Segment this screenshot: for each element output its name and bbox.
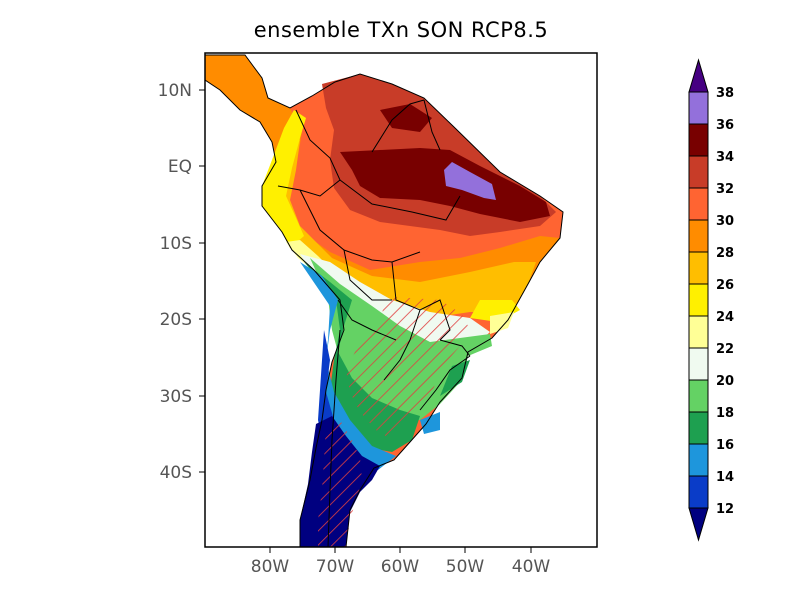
lon-label-80w: 80W [251,557,290,577]
colorbar-box [688,379,709,413]
map-field [205,54,564,547]
colorbar-label: 20 [716,374,734,389]
lat-label-20s: 20S [160,310,192,330]
colorbar-label: 34 [716,150,734,165]
zone-24-26 [262,110,520,322]
colorbar-label: 36 [716,118,734,133]
colorbar-label: 14 [716,470,734,485]
lon-label-50w: 50W [446,557,485,577]
zone-22-24 [286,240,514,334]
lon-label-40w: 40W [512,557,551,577]
lat-label-eq: EQ [168,157,192,177]
colorbar-box [688,283,709,317]
colorbar-box [688,251,709,285]
zone-36-38 [444,162,496,200]
zone-16-18 [304,262,470,452]
colorbar-box [688,187,709,221]
colorbar-box [688,411,709,445]
colorbar-label: 18 [716,406,734,421]
colorbar: 12 14 16 18 20 22 24 26 28 30 32 34 36 38 [688,58,734,542]
lon-label-60w: 60W [381,557,420,577]
colorbar-box [688,443,709,477]
colorbar-label: 24 [716,310,734,325]
country-borders [205,54,564,547]
colorbar-label: 30 [716,214,734,229]
colorbar-box [688,315,709,349]
colorbar-label: 32 [716,182,734,197]
zone-34-36 [340,104,550,222]
colorbar-under-triangle [688,507,709,542]
zone-14-16 [300,262,440,470]
colorbar-box [688,219,709,253]
colorbar-label: 22 [716,342,734,357]
colorbar-label: 38 [716,86,734,101]
lat-label-10s: 10S [160,234,192,254]
map-frame [204,52,598,548]
colorbar-label: 28 [716,246,734,261]
colorbar-over-triangle [688,58,709,93]
lon-label-70w: 70W [316,557,355,577]
colorbar-label: 12 [716,502,734,517]
lat-label-10n: 10N [158,81,192,101]
colorbar-box [688,123,709,157]
colorbar-label: 26 [716,278,734,293]
colorbar-box [688,91,709,125]
colorbar-box [688,475,709,509]
map-title: ensemble TXn SON RCP8.5 [253,18,549,42]
colorbar-box [688,347,709,381]
lat-label-40s: 40S [160,463,192,483]
lat-label-30s: 30S [160,387,192,407]
lon-axis: 80W 70W 60W 50W 40W [251,547,551,577]
colorbar-box [688,155,709,189]
lat-axis: 10N EQ 10S 20S 30S 40S [158,81,205,483]
colorbar-label: 16 [716,438,734,453]
